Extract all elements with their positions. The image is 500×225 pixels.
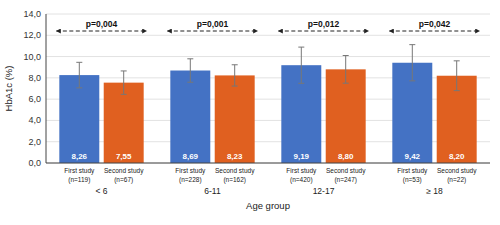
series-name: Second study [215, 167, 255, 175]
data-label: 7,55 [116, 152, 132, 161]
p-arrow [167, 31, 257, 32]
bar [215, 75, 255, 163]
y-tick-label: 12,0 [23, 30, 41, 40]
data-label: 8,69 [183, 152, 199, 161]
error-cap [343, 83, 349, 84]
p-value: p=0,001 [197, 19, 229, 29]
error-cap [187, 82, 193, 83]
p-arrow [56, 31, 146, 32]
n-label: (n=67) [114, 176, 133, 184]
series-name: First study [286, 167, 317, 175]
error-line [123, 71, 124, 94]
p-value: p=0,004 [86, 19, 118, 29]
y-axis-label: HbA1c (%) [3, 66, 14, 112]
error-line [345, 56, 346, 84]
error-bar [232, 65, 238, 86]
series-name: First study [64, 167, 95, 175]
series-name: First study [175, 167, 206, 175]
y-tick-label: 14,0 [23, 9, 41, 19]
error-cap [409, 80, 415, 81]
data-label: 8,20 [449, 152, 465, 161]
error-cap [298, 47, 304, 48]
y-tick-label: 8,0 [28, 73, 41, 83]
data-label: 8,26 [72, 152, 88, 161]
error-cap [121, 70, 127, 71]
error-line [412, 45, 413, 81]
error-bar [343, 56, 349, 84]
error-bar [187, 59, 193, 82]
error-line [234, 65, 235, 86]
error-cap [232, 86, 238, 87]
error-bar [76, 62, 82, 88]
error-line [190, 59, 191, 82]
grid-line [46, 56, 490, 57]
n-label: (n=228) [179, 176, 202, 184]
x-tick-label: ≥ 18 [426, 186, 443, 196]
error-line [79, 62, 80, 88]
y-tick-label: 6,0 [28, 94, 41, 104]
series-name: Second study [104, 167, 144, 175]
error-cap [121, 94, 127, 95]
chart: 0,0 2,0 4,0 6,0 8,0 10,0 12,0 14,0 8,26 8,69 9,19 9… [0, 0, 500, 225]
bar [170, 71, 210, 163]
p-arrow [389, 31, 479, 32]
error-cap [232, 64, 238, 65]
n-label: (n=53) [403, 176, 422, 184]
error-cap [187, 58, 193, 59]
bar [104, 83, 144, 163]
error-bar [298, 47, 304, 83]
p-value: p=0,042 [419, 19, 451, 29]
bars [59, 45, 476, 163]
error-bar [121, 71, 127, 94]
grid-line [46, 35, 490, 36]
p-value: p=0,012 [308, 19, 340, 29]
x-axis-label: Age group [246, 200, 290, 211]
grid-line [46, 14, 490, 15]
series-name: Second study [326, 167, 366, 175]
x-tick-label: 12-17 [313, 186, 335, 196]
error-bar [454, 61, 460, 91]
series-name: First study [397, 167, 428, 175]
error-cap [298, 83, 304, 84]
x-axis [46, 163, 490, 164]
y-tick-label: 2,0 [28, 137, 41, 147]
data-label: 8,23 [227, 152, 243, 161]
error-cap [76, 87, 82, 88]
y-tick-label: 10,0 [23, 52, 41, 62]
y-tick-label: 0,0 [28, 158, 41, 168]
error-cap [409, 44, 415, 45]
bar [326, 69, 366, 163]
data-label: 9,19 [294, 152, 310, 161]
error-cap [454, 90, 460, 91]
bar [59, 75, 99, 163]
error-line [456, 61, 457, 91]
error-cap [343, 55, 349, 56]
n-label: (n=119) [68, 176, 90, 184]
error-cap [454, 60, 460, 61]
series-name: Second study [437, 167, 477, 175]
grid-line [46, 163, 490, 164]
n-label: (n=420) [290, 176, 313, 184]
error-bar [409, 45, 415, 81]
n-label: (n=22) [447, 176, 466, 184]
y-tick-label: 4,0 [28, 115, 41, 125]
n-label: (n=162) [223, 176, 246, 184]
n-label: (n=247) [334, 176, 357, 184]
error-cap [76, 62, 82, 63]
x-tick-label: 6-11 [204, 186, 221, 196]
data-label: 9,42 [405, 152, 421, 161]
p-arrow [278, 31, 368, 32]
y-axis [46, 14, 47, 163]
error-line [301, 47, 302, 83]
x-tick-label: < 6 [95, 186, 107, 196]
data-label: 8,80 [338, 152, 354, 161]
